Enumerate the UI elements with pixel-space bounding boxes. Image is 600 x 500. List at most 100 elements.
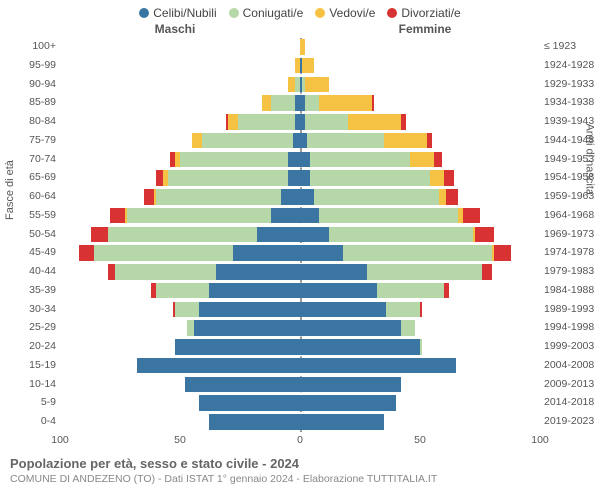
bar-female: [300, 77, 329, 93]
pyramid-row: 80-841939-1943: [60, 113, 540, 132]
bar-male: [110, 208, 300, 224]
bar-segment-divorziati: [156, 170, 163, 186]
pyramid-row: 5-92014-2018: [60, 394, 540, 413]
age-label: 50-54: [8, 226, 56, 244]
bar-female: [300, 152, 442, 168]
bar-segment-coniugati: [305, 95, 319, 111]
bar-segment-coniugati: [367, 264, 482, 280]
bar-segment-celibi: [300, 208, 319, 224]
bar-segment-celibi: [209, 283, 300, 299]
bar-female: [300, 208, 480, 224]
birth-year-label: 1939-1943: [544, 113, 598, 131]
bar-female: [300, 358, 456, 374]
bar-segment-coniugati: [238, 114, 296, 130]
legend-label: Vedovi/e: [329, 6, 375, 20]
legend-item-coniugati: Coniugati/e: [229, 6, 304, 20]
birth-year-label: 1979-1983: [544, 263, 598, 281]
bar-segment-coniugati: [386, 302, 420, 318]
bar-segment-divorziati: [372, 95, 374, 111]
legend-swatch: [229, 8, 239, 18]
pyramid-row: 10-142009-2013: [60, 376, 540, 395]
bar-female: [300, 58, 314, 74]
bar-male: [173, 302, 300, 318]
birth-year-label: 2004-2008: [544, 357, 598, 375]
bar-segment-celibi: [300, 152, 310, 168]
birth-year-label: 1989-1993: [544, 301, 598, 319]
age-label: 5-9: [8, 394, 56, 412]
bar-segment-coniugati: [156, 283, 209, 299]
bar-segment-coniugati: [180, 152, 288, 168]
bar-segment-divorziati: [401, 114, 406, 130]
bar-segment-coniugati: [319, 208, 458, 224]
x-tick: 0: [297, 434, 303, 446]
birth-year-label: 1974-1978: [544, 244, 598, 262]
bar-male: [170, 152, 300, 168]
bar-female: [300, 414, 384, 430]
age-label: 65-69: [8, 169, 56, 187]
age-label: 75-79: [8, 132, 56, 150]
x-axis: 10050050100: [60, 432, 540, 450]
bar-male: [91, 227, 300, 243]
bar-segment-divorziati: [420, 302, 422, 318]
bar-male: [175, 339, 300, 355]
pyramid-row: 100+≤ 1923: [60, 38, 540, 57]
bar-segment-celibi: [288, 152, 300, 168]
bar-segment-vedovi: [305, 77, 329, 93]
birth-year-label: 1969-1973: [544, 226, 598, 244]
bar-segment-divorziati: [444, 283, 449, 299]
legend-swatch: [315, 8, 325, 18]
population-pyramid-chart: Celibi/Nubili Coniugati/e Vedovi/e Divorzia…: [0, 0, 600, 500]
bar-male: [144, 189, 300, 205]
bar-female: [300, 395, 396, 411]
chart-subtitle: COMUNE DI ANDEZENO (TO) - Dati ISTAT 1° …: [10, 473, 590, 485]
bar-segment-celibi: [199, 395, 300, 411]
bar-segment-celibi: [175, 339, 300, 355]
pyramid-row: 75-791944-1948: [60, 132, 540, 151]
bar-segment-vedovi: [192, 133, 202, 149]
pyramid-row: 35-391984-1988: [60, 282, 540, 301]
bar-segment-celibi: [257, 227, 300, 243]
bar-female: [300, 114, 406, 130]
age-label: 10-14: [8, 376, 56, 394]
bar-segment-celibi: [281, 189, 300, 205]
bar-female: [300, 95, 374, 111]
age-label: 20-24: [8, 338, 56, 356]
bar-segment-coniugati: [329, 227, 473, 243]
bar-segment-celibi: [194, 320, 300, 336]
age-label: 90-94: [8, 76, 56, 94]
bar-female: [300, 227, 494, 243]
age-label: 25-29: [8, 319, 56, 337]
bar-segment-vedovi: [410, 152, 434, 168]
birth-year-label: 1929-1933: [544, 76, 598, 94]
bar-segment-coniugati: [175, 302, 199, 318]
pyramid-row: 30-341989-1993: [60, 301, 540, 320]
bar-segment-coniugati: [202, 133, 293, 149]
bar-male: [262, 95, 300, 111]
bar-segment-celibi: [233, 245, 300, 261]
birth-year-label: 1934-1938: [544, 94, 598, 112]
bar-segment-vedovi: [228, 114, 238, 130]
pyramid-row: 25-291994-1998: [60, 319, 540, 338]
bar-segment-celibi: [300, 189, 314, 205]
birth-year-label: 2009-2013: [544, 376, 598, 394]
bar-male: [108, 264, 300, 280]
legend-item-vedovi: Vedovi/e: [315, 6, 375, 20]
bar-male: [156, 170, 300, 186]
pyramid-row: 55-591964-1968: [60, 207, 540, 226]
bar-segment-vedovi: [348, 114, 401, 130]
bar-segment-divorziati: [110, 208, 124, 224]
legend-label: Divorziati/e: [401, 6, 460, 20]
bar-segment-divorziati: [482, 264, 492, 280]
bar-male: [137, 358, 300, 374]
legend-label: Celibi/Nubili: [153, 6, 216, 20]
bar-segment-divorziati: [91, 227, 108, 243]
birth-year-label: 1984-1988: [544, 282, 598, 300]
age-label: 95-99: [8, 57, 56, 75]
pyramid-row: 45-491974-1978: [60, 244, 540, 263]
age-label: 85-89: [8, 94, 56, 112]
birth-year-label: 1924-1928: [544, 57, 598, 75]
x-tick: 50: [414, 434, 426, 446]
birth-year-label: 1999-2003: [544, 338, 598, 356]
bar-segment-vedovi: [430, 170, 444, 186]
pyramid-row: 0-42019-2023: [60, 413, 540, 432]
